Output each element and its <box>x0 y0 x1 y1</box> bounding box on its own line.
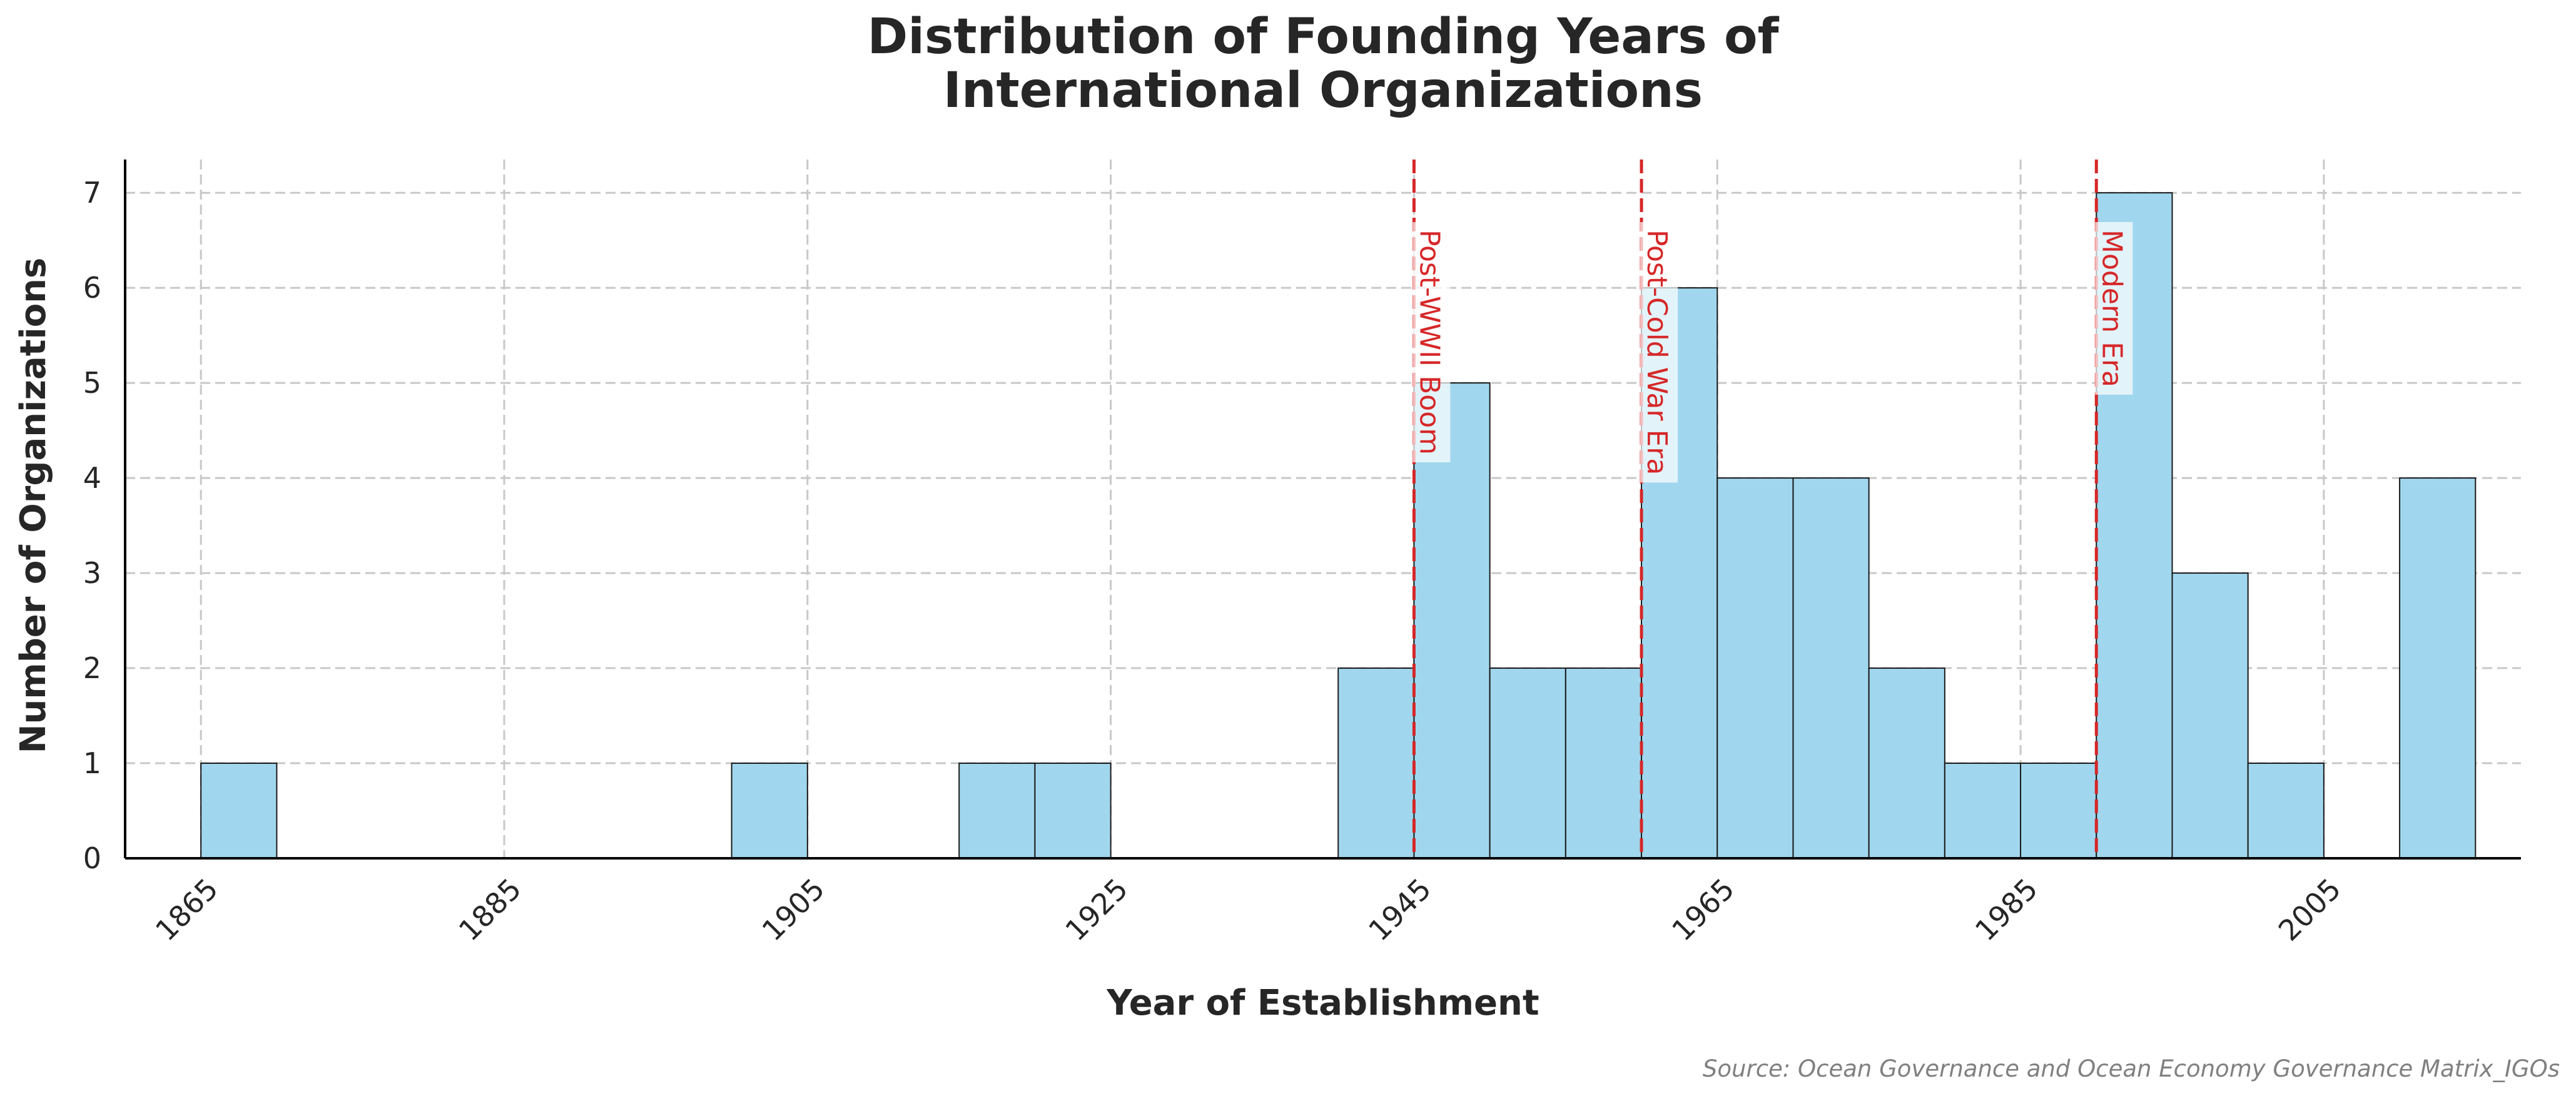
era-annotation-label-background <box>1640 222 1678 483</box>
histogram-bar <box>731 763 808 860</box>
y-tick-label: 0 <box>83 841 101 875</box>
y-axis-label: Number of Organizations <box>13 258 54 754</box>
source-note: Source: Ocean Governance and Ocean Econo… <box>1702 1055 2560 1082</box>
x-tick-label: 1985 <box>1969 872 2044 948</box>
x-tick-label: 1865 <box>149 872 225 948</box>
y-tick-label: 6 <box>83 271 101 305</box>
histogram-bar <box>1337 667 1415 860</box>
chart-title: Distribution of Founding Years of Intern… <box>867 9 1779 119</box>
histogram-bar <box>1868 667 1945 860</box>
histogram-bar <box>2020 763 2097 860</box>
histogram-bar <box>2399 477 2477 859</box>
y-tick-label: 2 <box>83 651 101 685</box>
histogram-bar <box>958 763 1036 860</box>
histogram-bar <box>2247 763 2325 860</box>
histogram-bars <box>200 192 2477 860</box>
y-tick-label: 5 <box>83 366 101 400</box>
x-tick-label: 1885 <box>452 872 528 948</box>
x-tick-label: 1965 <box>1665 872 1741 948</box>
x-tick-label: 1945 <box>1362 872 1438 948</box>
axes <box>124 160 2521 860</box>
histogram-bar <box>1564 667 1643 860</box>
y-tick-label: 4 <box>83 461 101 495</box>
histogram-bar <box>1034 763 1112 860</box>
era-annotation-label: Post-WWII Boom <box>1413 230 1445 455</box>
y-tick-label: 3 <box>83 556 101 590</box>
x-tick-label: 1925 <box>1058 872 1134 948</box>
histogram-bar <box>2171 572 2249 859</box>
x-tick-label: 1905 <box>756 872 831 948</box>
y-tick-label: 7 <box>83 176 101 210</box>
era-annotation-label-background <box>2095 222 2133 395</box>
histogram-bar <box>1489 667 1566 860</box>
x-axis-label: Year of Establishment <box>1106 983 1539 1023</box>
histogram-bar <box>1792 477 1870 859</box>
era-annotation-label: Post-Cold War Era <box>1641 230 1673 475</box>
x-tick-label: 2005 <box>2272 872 2348 948</box>
era-annotations: Post-WWII Boom Post-Cold War Era Modern Er… <box>1412 160 2133 858</box>
histogram-bar <box>200 763 278 860</box>
era-annotation-label: Modern Era <box>2096 230 2127 387</box>
histogram-bar <box>1944 763 2022 860</box>
histogram-bar <box>1716 477 1794 859</box>
y-tick-label: 1 <box>83 746 101 780</box>
era-annotation-label-background <box>1412 222 1451 462</box>
